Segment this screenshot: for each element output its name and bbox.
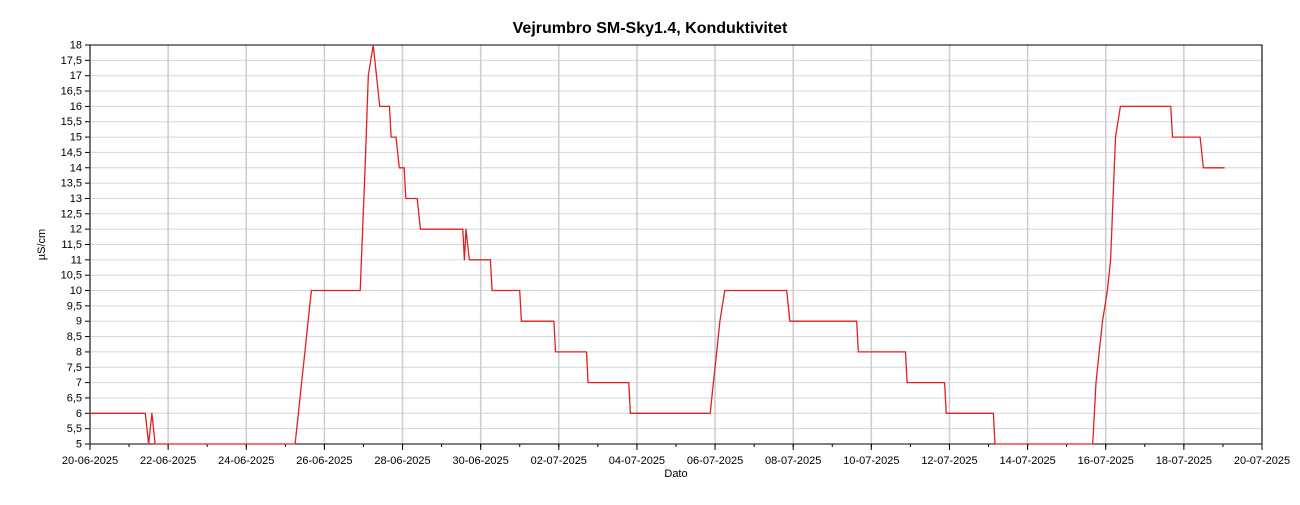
y-tick-label: 18 — [70, 40, 82, 52]
x-tick-label: 12-07-2025 — [921, 455, 977, 467]
y-tick-label: 9 — [76, 316, 82, 328]
y-tick-label: 10 — [70, 285, 82, 297]
x-tick-label: 14-07-2025 — [999, 455, 1055, 467]
y-tick-label: 12 — [70, 224, 82, 236]
y-tick-label: 13,5 — [61, 178, 82, 190]
x-tick-label: 20-06-2025 — [62, 455, 118, 467]
y-tick-label: 8,5 — [67, 331, 82, 343]
y-tick-label: 10,5 — [61, 270, 82, 282]
y-tick-label: 15,5 — [61, 116, 82, 128]
x-tick-label: 08-07-2025 — [765, 455, 821, 467]
y-tick-label: 6,5 — [67, 392, 82, 404]
x-axis-label: Dato — [664, 468, 687, 480]
y-tick-label: 11,5 — [61, 239, 82, 251]
x-tick-label: 18-07-2025 — [1156, 455, 1212, 467]
x-tick-label: 04-07-2025 — [609, 455, 665, 467]
chart-title: Vejrumbro SM-Sky1.4, Konduktivitet — [512, 20, 788, 37]
y-tick-label: 8 — [76, 346, 82, 358]
y-tick-label: 11 — [71, 254, 82, 266]
x-tick-label: 06-07-2025 — [687, 455, 743, 467]
y-tick-label: 14 — [70, 162, 82, 174]
y-tick-label: 12,5 — [61, 208, 82, 220]
x-tick-label: 20-07-2025 — [1234, 455, 1290, 467]
y-tick-label: 13 — [70, 193, 82, 205]
y-tick-label: 7 — [76, 377, 82, 389]
x-tick-label: 30-06-2025 — [453, 455, 509, 467]
y-tick-label: 17,5 — [61, 55, 82, 67]
y-tick-label: 9,5 — [67, 300, 82, 312]
y-tick-label: 15 — [70, 132, 82, 144]
series-line-0 — [90, 44, 1225, 445]
x-tick-label: 24-06-2025 — [218, 455, 274, 467]
y-tick-label: 17 — [70, 70, 82, 82]
plot-frame — [89, 44, 1263, 445]
x-tick-label: 22-06-2025 — [140, 455, 196, 467]
x-tick-label: 10-07-2025 — [843, 455, 899, 467]
y-axis-label: µS/cm — [36, 229, 48, 260]
x-tick-label: 26-06-2025 — [296, 455, 352, 467]
y-tick-label: 6 — [76, 408, 82, 420]
y-tick-label: 16 — [70, 101, 82, 113]
y-tick-label: 14,5 — [61, 147, 82, 159]
y-tick-label: 7,5 — [67, 362, 82, 374]
y-tick-label: 5,5 — [67, 423, 82, 435]
x-tick-label: 28-06-2025 — [374, 455, 430, 467]
y-tick-label: 16,5 — [61, 86, 82, 98]
x-tick-label: 02-07-2025 — [531, 455, 587, 467]
y-tick-label: 5 — [76, 439, 82, 451]
x-tick-label: 16-07-2025 — [1078, 455, 1134, 467]
